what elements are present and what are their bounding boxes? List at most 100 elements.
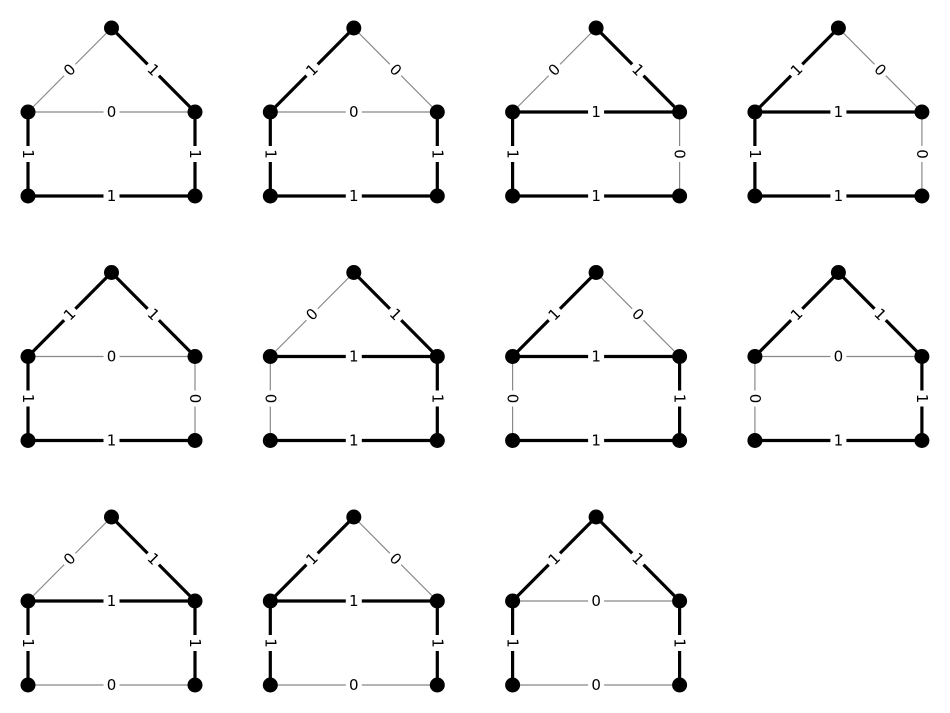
edge-label-background [784,302,809,327]
node-bl [747,433,763,448]
node-tl [20,104,36,120]
edge-label-background [103,103,120,121]
edge-label-group: 0 [300,302,325,327]
edge-label-background [19,390,37,407]
edge-label-background [503,390,522,407]
edge-label-group: 1 [345,347,362,366]
edge-label-background [141,302,166,327]
node-tr [672,593,688,609]
edge-label-group: 1 [625,546,650,572]
node-br [914,188,930,204]
node-br [429,433,445,448]
node-tl [20,593,36,609]
edge-label-middle: 1 [591,103,601,121]
edge-label-background [57,302,82,327]
house-graph: 1 0 1 1 0 1 [745,20,931,205]
node-br [672,188,688,204]
edge-label-background [19,146,37,162]
node-tl [262,593,278,609]
edge-label-background [745,390,764,407]
node-bl [747,188,763,204]
edge-label-background [383,302,408,327]
edge-label-middle: 1 [591,348,601,366]
edge-label-middle: 1 [834,103,844,121]
edge-label-bottom: 1 [591,187,601,205]
node-bl [262,433,278,448]
node-apex [104,265,119,280]
edge-label-background [345,431,362,450]
edge-label-group: 1 [141,57,166,83]
node-tl [262,104,278,120]
node-tr [672,349,688,364]
edge-label-background [625,302,650,327]
edge-label-middle: 1 [349,348,359,366]
node-bl [505,433,521,448]
edge-label-middle: 1 [107,592,117,610]
edge-label-background [186,635,204,651]
edge-label-middle: 0 [107,103,117,121]
edge-label-background [345,347,362,366]
house-graph: 0 1 0 1 1 1 [19,20,204,205]
edge-label-background [588,592,605,610]
edge-label-bottom: 1 [349,432,359,450]
edge-label-left-wall: 1 [261,149,279,159]
node-br [429,188,445,204]
edge-label-group: 0 [625,302,650,327]
edge-label-left-wall: 1 [504,149,522,159]
node-apex [588,509,604,525]
node-bl [262,677,278,693]
node-tl [747,349,763,364]
node-apex [830,265,846,280]
edge-label-right-wall: 0 [186,394,204,404]
edge-label-group: 0 [345,676,362,694]
edge-label-group: 0 [670,146,689,162]
node-apex [104,20,119,36]
edge-label-group: 1 [830,431,847,450]
edge-label-group: 0 [57,546,82,572]
edge-label-group: 1 [588,187,605,205]
edge-label-background [542,302,567,327]
node-apex [588,20,604,36]
edge-label-group: 1 [103,431,120,450]
edge-label-background [57,57,82,83]
edge-label-left-wall: 1 [746,149,764,159]
edge-label-middle: 0 [834,348,844,366]
edge-label-background [345,103,362,121]
node-tr [187,104,203,120]
edge-label-group: 1 [830,103,847,121]
edge-label-background [300,546,325,572]
edge-label-group: 1 [261,635,280,651]
edge-label-group: 1 [57,302,82,327]
edge-label-background [503,635,522,651]
edge-label-group: 1 [912,390,931,407]
edge-label-middle: 1 [349,592,359,610]
edge-label-background [625,57,650,83]
edge-label-middle: 0 [349,103,359,121]
edge-label-left-wall: 1 [504,638,522,648]
edge-label-background [103,187,120,205]
edge-label-background [588,347,605,366]
edge-label-background [542,57,567,83]
edge-label-group: 0 [503,390,522,407]
node-tr [187,593,203,609]
edge-label-group: 1 [625,57,650,83]
edge-label-group: 1 [300,57,325,83]
edge-label-bottom: 1 [107,187,117,205]
edge-label-background [830,347,847,366]
node-tr [914,104,930,120]
edge-label-background [345,592,362,610]
node-bl [505,677,521,693]
edge-label-bottom: 1 [591,432,601,450]
edge-label-group: 1 [186,146,204,162]
node-br [672,433,688,448]
edge-label-background [186,146,204,162]
edge-label-group: 1 [542,302,567,327]
edge-label-group: 0 [103,103,120,121]
node-apex [346,20,362,36]
edge-label-left-wall: 1 [261,638,279,648]
node-tr [429,349,445,364]
edge-label-left-wall: 0 [261,394,279,404]
edge-label-group: 1 [670,635,689,651]
edge-label-right-wall: 1 [428,394,446,404]
edge-label-group: 1 [588,347,605,366]
